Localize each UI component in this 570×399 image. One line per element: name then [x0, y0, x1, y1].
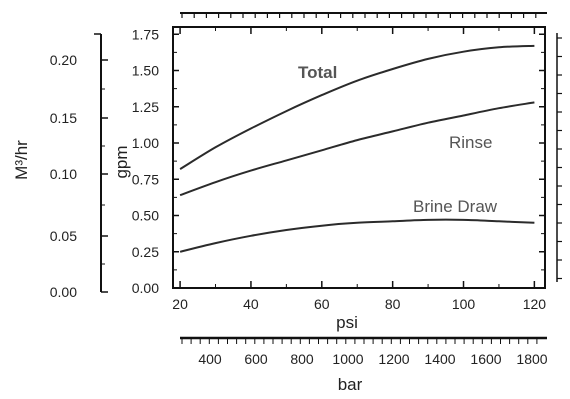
- secondary-x-tick-label: 1800: [516, 351, 547, 367]
- y-tick-label: 0.00: [132, 280, 159, 296]
- axes-layer: [94, 12, 562, 344]
- series-label-brine-draw: Brine Draw: [413, 197, 498, 216]
- y-tick-label: 1.00: [132, 135, 159, 151]
- series-line-rinse: [179, 101, 535, 197]
- x-tick-label: 20: [172, 296, 188, 312]
- secondary-y-tick-label: 0.10: [50, 166, 77, 182]
- x-tick-label: 80: [385, 296, 401, 312]
- secondary-y-tick-label: 0.05: [50, 228, 77, 244]
- y-tick-label: 1.25: [132, 99, 159, 115]
- series-label-total: Total: [298, 63, 337, 82]
- secondary-x-title: bar: [338, 375, 363, 394]
- y-tick-label: 0.75: [132, 171, 159, 187]
- secondary-x-tick-label: 600: [244, 351, 268, 367]
- series-label-rinse: Rinse: [449, 133, 492, 152]
- plot-frame: [172, 26, 546, 289]
- text-layer: 0.00 0.25 0.50 0.75 1.00 1.25 1.50 1.75 20 40 60 80…: [12, 26, 548, 394]
- x-tick-label: 120: [523, 296, 547, 312]
- y-tick-label: 1.50: [132, 63, 159, 79]
- secondary-y-tick-label: 0.00: [50, 284, 77, 300]
- secondary-x-tick-label: 1000: [332, 351, 363, 367]
- secondary-x-tick-label: 1600: [470, 351, 501, 367]
- y-tick-label: 0.25: [132, 244, 159, 260]
- secondary-y-tick-label: 0.15: [50, 110, 77, 126]
- y-tick-label: 1.75: [132, 26, 159, 42]
- secondary-y-tick-label: 0.20: [50, 52, 77, 68]
- secondary-x-tick-label: 1400: [424, 351, 455, 367]
- secondary-x-tick-label: 800: [290, 351, 314, 367]
- x-tick-label: 60: [314, 296, 330, 312]
- x-axis-title: psi: [336, 313, 358, 332]
- series-layer: [179, 44, 535, 253]
- series-line-brine-draw: [179, 218, 535, 253]
- secondary-x-tick-label: 1200: [378, 351, 409, 367]
- x-tick-label: 40: [243, 296, 259, 312]
- series-line-total: [179, 44, 535, 170]
- secondary-x-tick-label: 400: [198, 351, 222, 367]
- secondary-y-title: M³/hr: [12, 140, 31, 180]
- y-tick-label: 0.50: [132, 208, 159, 224]
- y-axis-title: gpm: [112, 145, 131, 178]
- x-tick-label: 100: [452, 296, 476, 312]
